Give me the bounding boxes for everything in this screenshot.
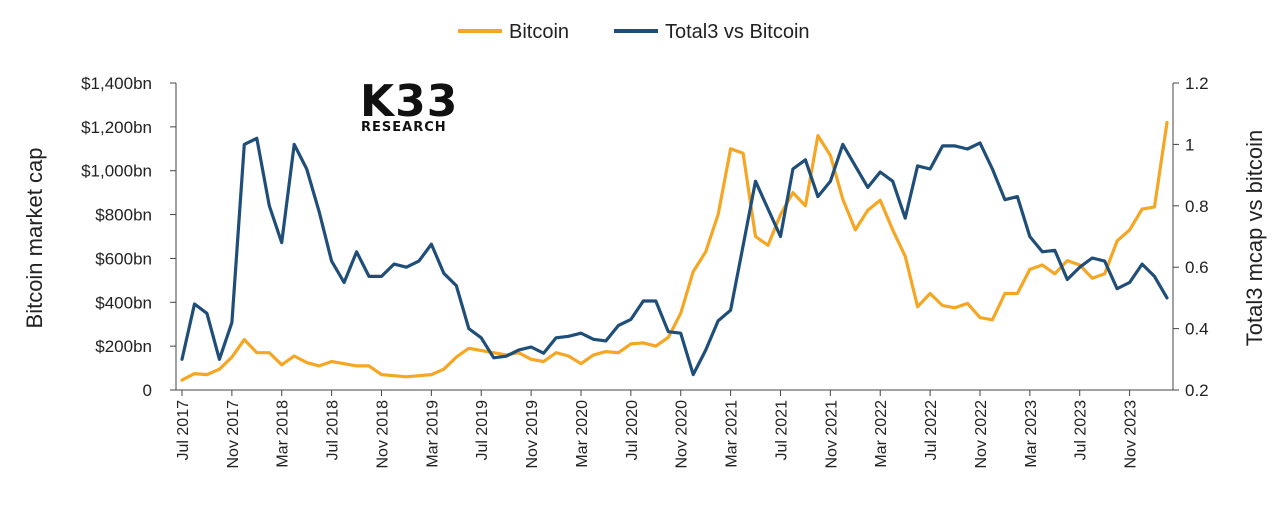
series-layer xyxy=(180,120,1169,382)
y-left-tick-label: $1,400bn xyxy=(81,74,152,93)
x-tick-label: Nov 2019 xyxy=(524,400,541,469)
x-tick-label: Nov 2018 xyxy=(374,400,391,469)
y-left-tick-label: $800bn xyxy=(95,206,152,225)
x-tick-label: Nov 2022 xyxy=(973,400,990,469)
x-tick-label: Mar 2020 xyxy=(574,400,591,468)
x-tick-label: Jul 2020 xyxy=(624,400,641,461)
x-tick-label: Mar 2019 xyxy=(424,400,441,468)
x-tick-label: Mar 2021 xyxy=(724,400,741,468)
y-left-tick-label: $600bn xyxy=(95,249,152,268)
y-axis-left-title: Bitcoin market cap xyxy=(22,148,47,329)
x-tick-label: Mar 2023 xyxy=(1023,400,1040,468)
x-tick-label: Nov 2017 xyxy=(225,400,242,469)
y-left-tick-label: $400bn xyxy=(95,293,152,312)
y-left-tick-label: $200bn xyxy=(95,337,152,356)
x-tick-label: Mar 2022 xyxy=(873,400,890,468)
y-right-tick-label: 0.2 xyxy=(1185,381,1209,400)
x-tick-label: Jul 2019 xyxy=(474,400,491,461)
y-left-tick-label: 0 xyxy=(143,381,152,400)
y-axis-left-ticks: 0 $200bn $400bn $600bn $800bn $1,000bn $1,200b… xyxy=(81,74,176,400)
y-axis-right-title: Total3 mcap vs bitcoin xyxy=(1242,130,1267,346)
logo-brand: K33 xyxy=(360,76,458,127)
x-tick-label: Nov 2021 xyxy=(823,400,840,469)
x-tick-label: Nov 2023 xyxy=(1123,400,1140,469)
y-right-tick-label: 0.8 xyxy=(1185,197,1209,216)
x-tick-label: Jul 2023 xyxy=(1073,400,1090,461)
x-tick-label: Mar 2018 xyxy=(275,400,292,468)
x-tick-label: Jul 2017 xyxy=(175,400,192,461)
y-left-tick-label: $1,000bn xyxy=(81,162,152,181)
legend-label-bitcoin: Bitcoin xyxy=(509,21,569,43)
x-tick-label: Jul 2021 xyxy=(773,400,790,461)
k33-logo: K33 RESEARCH xyxy=(360,76,458,135)
series-line-total3-vs-bitcoin xyxy=(180,136,1169,377)
logo-sub: RESEARCH xyxy=(361,120,447,135)
x-tick-label: Jul 2018 xyxy=(325,400,342,461)
y-left-tick-label: $1,200bn xyxy=(81,118,152,137)
x-tick-label: Nov 2020 xyxy=(674,400,691,469)
series-line-bitcoin xyxy=(180,120,1169,382)
legend-label-total3: Total3 vs Bitcoin xyxy=(665,21,810,43)
legend: Bitcoin Total3 vs Bitcoin xyxy=(458,21,810,43)
y-right-tick-label: 1 xyxy=(1185,135,1194,154)
x-tick-label: Jul 2022 xyxy=(923,400,940,461)
y-axis-right-ticks: 0.2 0.4 0.6 0.8 1 1.2 xyxy=(1173,74,1209,400)
y-right-tick-label: 0.4 xyxy=(1185,320,1209,339)
y-right-tick-label: 1.2 xyxy=(1185,74,1209,93)
y-right-tick-label: 0.6 xyxy=(1185,258,1209,277)
x-axis-ticks: Jul 2017 Nov 2017 Mar 2018 Jul 2018 Nov 2018… xyxy=(175,390,1140,469)
